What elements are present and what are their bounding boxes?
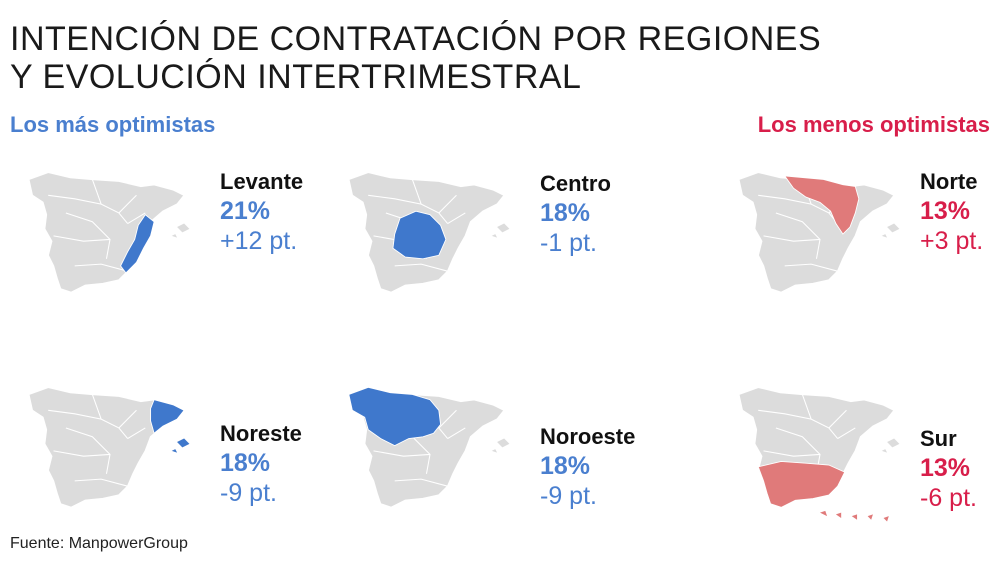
optimistic-group-label: Los más optimistas	[10, 112, 216, 137]
pessimistic-group-label: Los menos optimistas	[757, 112, 990, 137]
region-change-noroeste: -9 pt.	[540, 482, 597, 510]
region-name-centro: Centro	[540, 171, 611, 196]
region-panel-noroeste: Noroeste 18% -9 pt.	[330, 375, 640, 565]
region-panel-sur: Sur 13% -6 pt.	[720, 375, 1000, 565]
noreste-map	[28, 386, 191, 509]
baleares-highlight	[177, 438, 190, 448]
region-change-levante: +12 pt.	[220, 227, 298, 255]
noreste-highlight	[150, 399, 185, 434]
region-change-noreste: -9 pt.	[220, 479, 277, 507]
centro-highlight	[392, 210, 447, 260]
region-panel-noreste: Noreste 18% -9 pt.	[10, 375, 320, 565]
region-pct-levante: 21%	[220, 197, 271, 225]
region-pct-sur: 13%	[920, 454, 971, 482]
region-panel-norte: Norte 13% +3 pt.	[720, 160, 1000, 350]
sur-map	[738, 386, 901, 522]
canarias-highlight	[820, 510, 889, 522]
source-note: Fuente: ManpowerGroup	[10, 535, 188, 552]
region-name-noreste: Noreste	[220, 421, 302, 446]
region-name-norte: Norte	[920, 169, 978, 194]
region-pct-noroeste: 18%	[540, 452, 591, 480]
region-panel-levante: Levante 21% +12 pt.	[10, 160, 320, 350]
norte-map	[738, 171, 901, 294]
title-line-1: INTENCIÓN DE CONTRATACIÓN POR REGIONES	[10, 20, 822, 58]
region-change-centro: -1 pt.	[540, 229, 597, 257]
title-line-2: Y EVOLUCIÓN INTERTRIMESTRAL	[10, 58, 582, 96]
region-name-noroeste: Noroeste	[540, 424, 636, 449]
norte-highlight	[783, 175, 860, 235]
noroeste-map	[348, 386, 511, 509]
region-change-sur: -6 pt.	[920, 484, 977, 512]
region-pct-noreste: 18%	[220, 449, 271, 477]
levante-map	[28, 171, 191, 294]
region-panel-centro: Centro 18% -1 pt.	[330, 160, 640, 350]
sur-highlight	[757, 461, 846, 508]
ibiza-highlight	[171, 449, 178, 453]
region-name-levante: Levante	[220, 169, 304, 194]
centro-map	[348, 171, 511, 294]
region-pct-norte: 13%	[920, 197, 971, 225]
levante-highlight	[120, 214, 155, 274]
noroeste-highlight	[348, 386, 442, 447]
chart-title: INTENCIÓN DE CONTRATACIÓN POR REGIONES Y…	[10, 20, 821, 96]
region-change-norte: +3 pt.	[920, 227, 984, 255]
region-name-sur: Sur	[920, 426, 957, 451]
region-pct-centro: 18%	[540, 199, 591, 227]
